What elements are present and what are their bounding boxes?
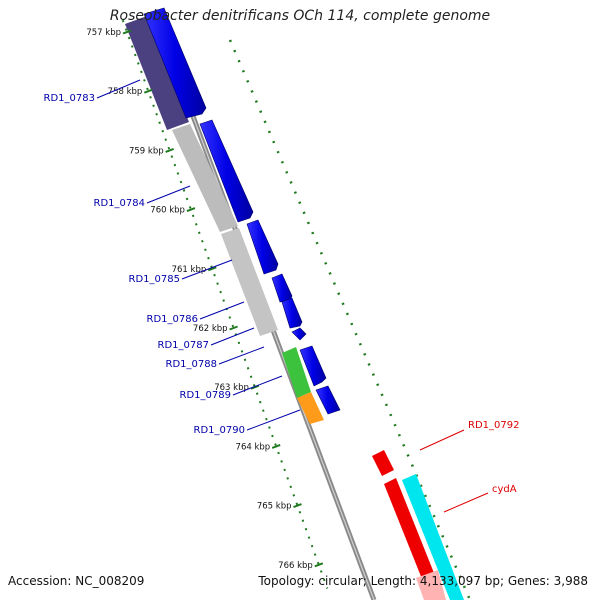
scale-tick xyxy=(293,503,302,509)
label-leaders: RD1_0783 RD1_0784 RD1_0785 RD1_0786 RD1_0787… xyxy=(44,79,519,513)
scale-tick xyxy=(143,88,153,94)
accession-text: Accession: NC_008209 xyxy=(8,574,145,588)
gc-segment-green xyxy=(282,347,311,398)
gene-label[interactable]: RD1_0786 xyxy=(147,314,198,325)
cds-arrow-0790 xyxy=(315,385,341,415)
scale-tick xyxy=(314,562,324,568)
summary-text: Topology: circular; Length: 4,133,097 bp… xyxy=(258,574,588,588)
label-leader-line xyxy=(181,259,233,280)
label-leader-line xyxy=(232,375,283,396)
scale-tick xyxy=(271,443,281,449)
gene-label[interactable]: cydA xyxy=(492,484,517,495)
label-leader-line xyxy=(210,327,255,346)
scale-tick-label: 766 kbp xyxy=(278,561,313,571)
scale-tick-label: 760 kbp xyxy=(150,206,185,216)
scale-tick xyxy=(122,29,132,35)
cds-arrow-0789 xyxy=(299,345,327,387)
label-leader-line xyxy=(146,185,191,204)
scale-tick-label: 763 kbp xyxy=(214,383,249,393)
cds-arrow-0783 xyxy=(143,7,207,119)
gene-label[interactable]: RD1_0789 xyxy=(180,390,231,401)
gene-label[interactable]: RD1_0790 xyxy=(194,425,245,436)
scale-tick-label: 764 kbp xyxy=(236,442,271,452)
cds-arrow-0786 xyxy=(271,273,293,303)
feature-rd1-0792 xyxy=(372,450,394,476)
gc-segment-gray-1 xyxy=(172,124,238,232)
gene-label[interactable]: RD1_0787 xyxy=(158,340,209,351)
gene-label[interactable]: RD1_0784 xyxy=(94,198,145,209)
scale-tick-label: 759 kbp xyxy=(129,146,164,156)
scale-tick xyxy=(250,384,260,390)
cds-arrow-0785 xyxy=(246,219,279,275)
feature-red-long xyxy=(384,478,440,594)
gc-segment-gray-2 xyxy=(221,228,278,336)
label-leader-line xyxy=(419,429,465,451)
gc-segment-dark xyxy=(125,16,189,130)
gc-track xyxy=(125,16,324,424)
cds-arrow-0784 xyxy=(199,119,254,223)
feature-pink xyxy=(416,570,446,600)
gene-label[interactable]: RD1_0792 xyxy=(468,420,519,431)
label-leader-line xyxy=(443,492,489,513)
scale-tick xyxy=(207,266,217,272)
scale-tick xyxy=(229,325,238,331)
scale-tick-label: 758 kbp xyxy=(108,87,143,97)
gc-segment-orange xyxy=(297,392,324,424)
gene-label[interactable]: RD1_0783 xyxy=(44,93,95,104)
scale-tick xyxy=(165,147,174,153)
cds-arrow-0788 xyxy=(291,327,307,341)
gene-label[interactable]: RD1_0785 xyxy=(129,274,180,285)
forward-cds-track xyxy=(143,7,341,415)
cds-arrow-0787 xyxy=(281,297,303,329)
scale-axis-dotted xyxy=(121,19,329,589)
scale-tick-label: 765 kbp xyxy=(257,502,292,512)
scale-tick-label: 762 kbp xyxy=(193,324,228,334)
label-leader-line xyxy=(246,409,301,431)
reverse-feature-track xyxy=(372,450,464,600)
gene-label[interactable]: RD1_0788 xyxy=(166,359,217,370)
scale-tick-label: 757 kbp xyxy=(86,28,121,38)
label-leader-line xyxy=(96,79,141,99)
feature-cyan-cyda xyxy=(402,474,464,600)
scale-ticks: 757 kbp 758 kbp 759 kbp 760 kbp 761 kbp 762 k… xyxy=(86,19,329,589)
label-leader-line xyxy=(199,301,245,320)
scale-tick xyxy=(186,207,196,213)
map-title: Roseobacter denitrificans OCh 114, compl… xyxy=(109,8,491,24)
label-leader-line xyxy=(218,346,265,365)
scale-tick-label: 761 kbp xyxy=(172,265,207,275)
outer-dotted-track xyxy=(228,39,472,600)
